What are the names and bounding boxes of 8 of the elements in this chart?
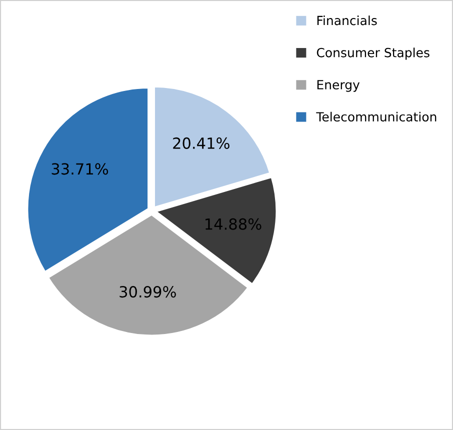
legend-label: Telecommunication	[316, 112, 436, 122]
data-label: 33.71%	[52, 163, 108, 175]
data-label: 20.41%	[173, 137, 230, 149]
data-label: 30.99%	[120, 286, 176, 298]
legend-label: Financials	[317, 16, 377, 26]
legend-label: Energy	[317, 80, 360, 92]
data-label: 14.88%	[206, 218, 262, 230]
legend-label: Consumer Staples	[316, 48, 430, 60]
